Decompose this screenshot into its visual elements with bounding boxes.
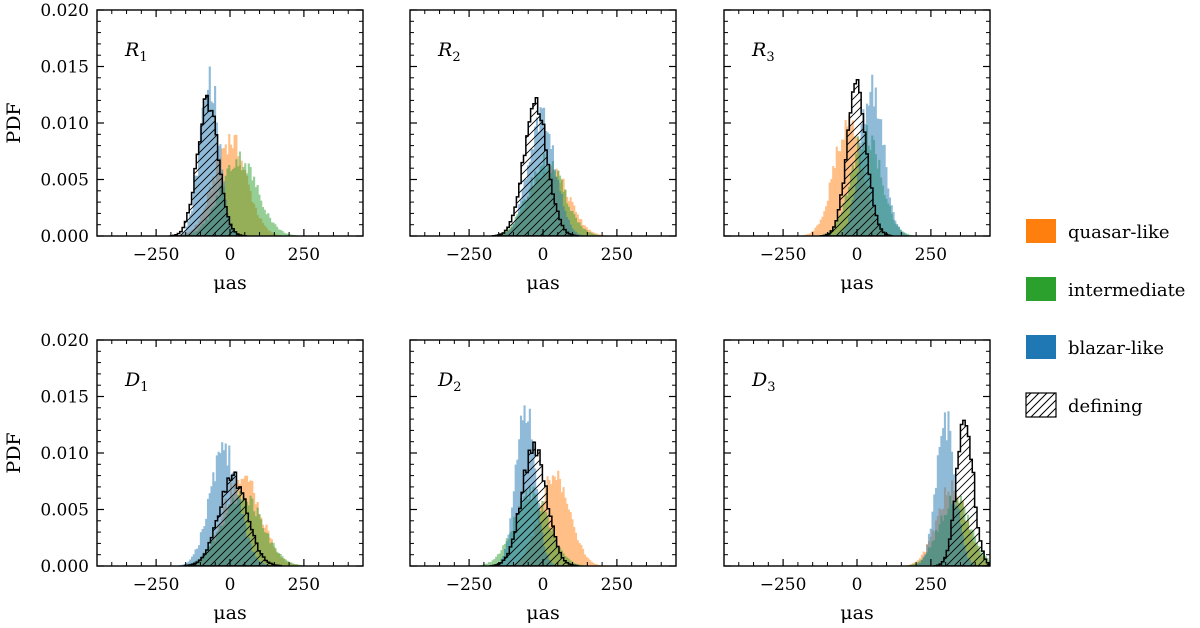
- y-tick-label-D1: 0.005: [40, 501, 89, 521]
- x-tick-label-R1: 0: [225, 245, 236, 265]
- legend-label-quasar-like: quasar-like: [1068, 222, 1170, 243]
- x-axis-label-D1: μas: [213, 602, 246, 624]
- legend-swatch-blazar-like: [1026, 335, 1056, 359]
- x-tick-label-R2: −250: [446, 245, 493, 265]
- x-axis-label-D2: μas: [526, 602, 559, 624]
- x-tick-label-D2: −250: [446, 575, 493, 595]
- legend-item-quasar-like: quasar-like: [1026, 219, 1170, 243]
- x-tick-label-R2: 250: [601, 245, 633, 265]
- panel-D3: −250 0 250 D3 μas: [723, 339, 991, 624]
- x-tick-label-D3: −250: [760, 575, 807, 595]
- x-tick-label-R1: 250: [288, 245, 320, 265]
- legend-label-intermediate: intermediate: [1068, 280, 1185, 301]
- x-tick-label-D3: 250: [915, 575, 947, 595]
- legend-swatch-defining: [1025, 392, 1057, 418]
- x-axis-label-R3: μas: [840, 272, 873, 294]
- x-axis-label-R1: μas: [213, 272, 246, 294]
- x-axis-label-D3: μas: [840, 602, 873, 624]
- panel-label-D2: D2: [437, 369, 462, 395]
- histogram-blazar-like-D3: [910, 411, 982, 566]
- y-tick-label-D1: 0.015: [40, 388, 89, 408]
- x-tick-label-R2: 0: [538, 245, 549, 265]
- panel-D1: −250 0 250 0.000 0.005 0.010 0.015 0.020 D1 μas PD…: [3, 331, 364, 624]
- y-axis-label-R1: PDF: [3, 102, 25, 143]
- x-axis-label-R2: μas: [526, 272, 559, 294]
- y-axis-label-D1: PDF: [3, 432, 25, 473]
- y-tick-label-R1: 0.000: [40, 227, 89, 247]
- y-tick-label-D1: 0.000: [40, 557, 89, 577]
- x-tick-label-R3: −250: [760, 245, 807, 265]
- panel-label-R2: R2: [437, 39, 461, 65]
- histogram-defining-D1: [183, 471, 283, 566]
- panel-R1: −250 0 250 0.000 0.005 0.010 0.015 0.020 R1 μas PD…: [3, 1, 364, 294]
- legend: quasar-like intermediate blazar-like defini…: [1025, 219, 1185, 418]
- histogram-quasar-like-D2: [500, 470, 609, 566]
- legend-item-defining: defining: [1025, 392, 1143, 418]
- histogram-intermediate-R1: [173, 151, 305, 236]
- histogram-defining-D2: [489, 441, 579, 566]
- panel-label-D3: D3: [751, 369, 776, 395]
- panel-R3: −250 0 250 R3 μas: [723, 9, 991, 294]
- x-tick-label-D1: −250: [133, 575, 180, 595]
- histogram-defining-D3: [933, 419, 990, 566]
- y-tick-label-D1: 0.010: [40, 444, 89, 464]
- legend-swatch-quasar-like: [1026, 219, 1056, 243]
- y-tick-label-R1: 0.015: [40, 58, 89, 78]
- histogram-defining-R1: [169, 94, 247, 236]
- y-tick-label-R1: 0.010: [40, 114, 89, 134]
- y-tick-label-D1: 0.020: [40, 331, 89, 351]
- x-tick-label-R3: 0: [852, 245, 863, 265]
- panel-label-R1: R1: [124, 39, 148, 65]
- x-tick-label-D2: 250: [601, 575, 633, 595]
- panel-D2: −250 0 250 D2 μas: [409, 339, 677, 624]
- legend-label-defining: defining: [1068, 396, 1143, 417]
- legend-swatch-intermediate: [1026, 277, 1056, 301]
- legend-item-intermediate: intermediate: [1026, 277, 1185, 301]
- histogram-blazar-like-R3: [828, 74, 915, 236]
- legend-label-blazar-like: blazar-like: [1068, 338, 1164, 359]
- x-tick-label-R1: −250: [133, 245, 180, 265]
- x-tick-label-D1: 0: [225, 575, 236, 595]
- histogram-defining-R3: [820, 78, 893, 236]
- legend-item-blazar-like: blazar-like: [1026, 335, 1164, 359]
- y-tick-label-R1: 0.005: [40, 171, 89, 191]
- histogram-defining-R2: [492, 97, 579, 236]
- x-tick-label-D2: 0: [538, 575, 549, 595]
- y-tick-label-R1: 0.020: [40, 1, 89, 21]
- x-tick-label-R3: 250: [915, 245, 947, 265]
- panel-label-D1: D1: [124, 369, 149, 395]
- panel-R2: −250 0 250 R2 μas: [409, 9, 677, 294]
- x-tick-label-D3: 0: [852, 575, 863, 595]
- panel-label-R3: R3: [751, 39, 775, 65]
- x-tick-label-D1: 250: [288, 575, 320, 595]
